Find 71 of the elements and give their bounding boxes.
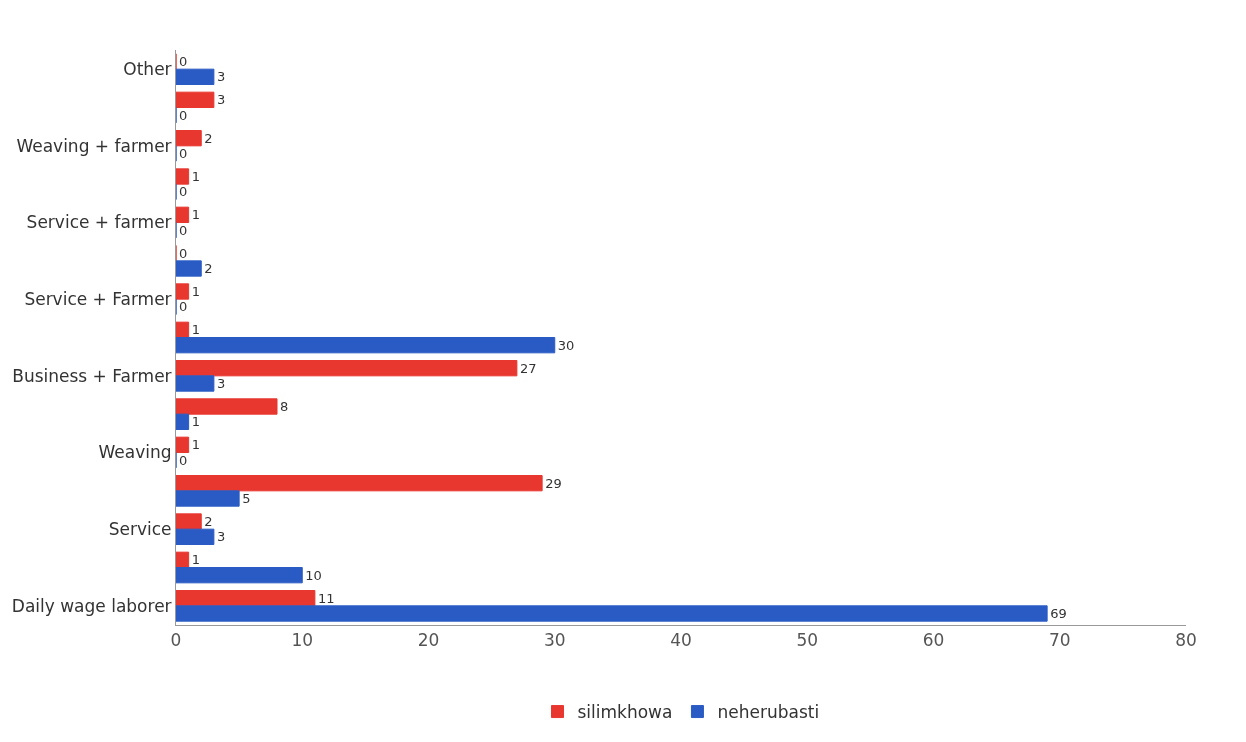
data-label: 0 [179,107,188,123]
bar [176,551,190,568]
bar [176,206,190,223]
bar [176,567,303,584]
x-tick-label: 40 [670,630,692,651]
bar [176,375,215,392]
data-label: 5 [242,491,251,507]
y-tick-label: Other [123,59,172,80]
data-label: 1 [191,207,200,223]
data-label: 27 [519,360,537,376]
x-tick-label: 10 [291,630,314,651]
data-label: 69 [1050,606,1067,622]
data-label: 29 [545,475,562,491]
bar [176,360,518,377]
data-label: 0 [179,299,188,315]
data-label: 2 [204,130,213,146]
data-label: 0 [179,146,188,162]
data-label: 2 [204,261,213,277]
bar [176,91,215,108]
data-label: 3 [216,69,226,85]
y-tick-label: Service + Farmer [24,289,172,310]
x-tick-label: 80 [1175,630,1197,651]
data-label: 1 [191,169,200,185]
data-label: 0 [179,184,188,200]
data-label: 0 [179,54,188,70]
data-label: 30 [557,337,575,353]
bar [176,168,190,185]
data-label: 1 [191,284,200,300]
bar [176,68,215,85]
bar [176,436,190,453]
legend-label: silimkhowa [577,702,673,723]
bar [176,130,202,147]
y-tick-label: Business + Farmer [12,365,172,386]
legend-label: neherubasti [717,702,820,723]
y-tick-label: Service [108,519,172,540]
data-label: 8 [280,399,289,415]
bar [176,337,556,354]
data-label: 1 [191,552,200,568]
bar [176,513,202,530]
data-label: 11 [317,590,335,606]
x-tick-label: 30 [543,630,566,651]
data-label: 1 [191,414,200,430]
data-label: 1 [191,322,200,338]
data-label: 0 [179,452,188,468]
data-label: 1 [191,437,200,453]
bar [176,475,543,492]
bar [176,260,202,277]
data-label: 3 [216,529,226,545]
bar [176,283,190,300]
bar [176,321,190,338]
data-label: 3 [216,376,226,392]
x-tick-label: 60 [922,630,945,651]
data-label: 0 [179,245,188,261]
data-label: 10 [305,567,322,583]
bar [176,590,316,607]
data-label: 0 [179,222,188,238]
data-label: 3 [216,92,226,108]
data-label: 2 [204,514,213,530]
x-tick-label: 0 [170,630,182,651]
x-tick-label: 20 [417,630,440,651]
x-tick-label: 50 [796,630,819,651]
bar [176,605,1048,622]
bar [176,413,190,430]
bar [176,490,240,507]
y-tick-label: Daily wage laborer [11,595,172,616]
bar [176,398,278,415]
x-tick-label: 70 [1048,630,1071,651]
y-tick-label: Weaving [98,442,172,463]
y-tick-label: Weaving + farmer [16,135,172,156]
bar [176,528,215,545]
y-tick-label: Service + farmer [26,212,172,233]
